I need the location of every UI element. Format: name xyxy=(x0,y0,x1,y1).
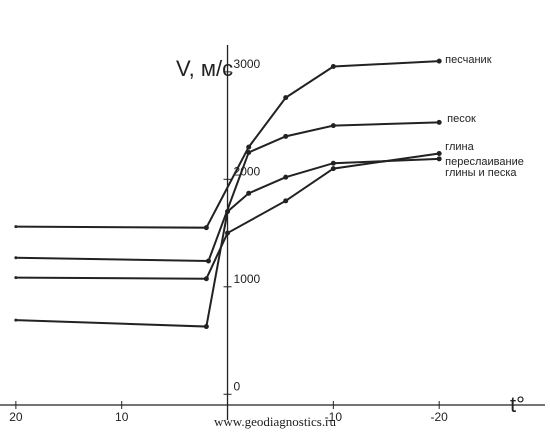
point xyxy=(203,225,209,231)
point xyxy=(330,63,336,69)
y-tick-label: 0 xyxy=(234,379,241,393)
series-line xyxy=(15,60,440,229)
point xyxy=(283,198,289,204)
x-tick-label: 10 xyxy=(115,410,129,424)
series-label: песчаник xyxy=(445,54,492,67)
point xyxy=(205,258,211,264)
point xyxy=(246,144,252,150)
point xyxy=(436,156,442,162)
series-label: песок xyxy=(447,113,476,126)
series-line xyxy=(15,121,440,263)
x-tick-label: 20 xyxy=(9,410,23,424)
point xyxy=(14,318,18,322)
series-line xyxy=(15,152,440,280)
point xyxy=(203,324,209,330)
y-axis-label: V, м/с xyxy=(176,56,233,81)
point xyxy=(330,166,336,172)
y-tick-label: 3000 xyxy=(234,57,261,71)
series-label: переслаивание глины и песка xyxy=(445,155,524,179)
point xyxy=(14,276,18,280)
point xyxy=(246,149,252,155)
point xyxy=(436,119,442,125)
point xyxy=(436,58,442,64)
point xyxy=(246,190,252,196)
point xyxy=(330,160,336,166)
point xyxy=(283,133,289,139)
point xyxy=(225,230,231,236)
point xyxy=(225,209,231,215)
point xyxy=(203,276,209,282)
watermark: www.geodiagnostics.ru xyxy=(214,414,336,429)
point xyxy=(283,95,289,101)
x-tick-label: -20 xyxy=(431,410,449,424)
point xyxy=(14,256,18,260)
point xyxy=(330,123,336,129)
point xyxy=(436,151,442,157)
y-tick-label: 1000 xyxy=(234,272,261,286)
x-tick-label: -10 xyxy=(325,410,343,424)
series-label: глина xyxy=(445,140,474,153)
point xyxy=(14,225,18,229)
point xyxy=(283,174,289,180)
